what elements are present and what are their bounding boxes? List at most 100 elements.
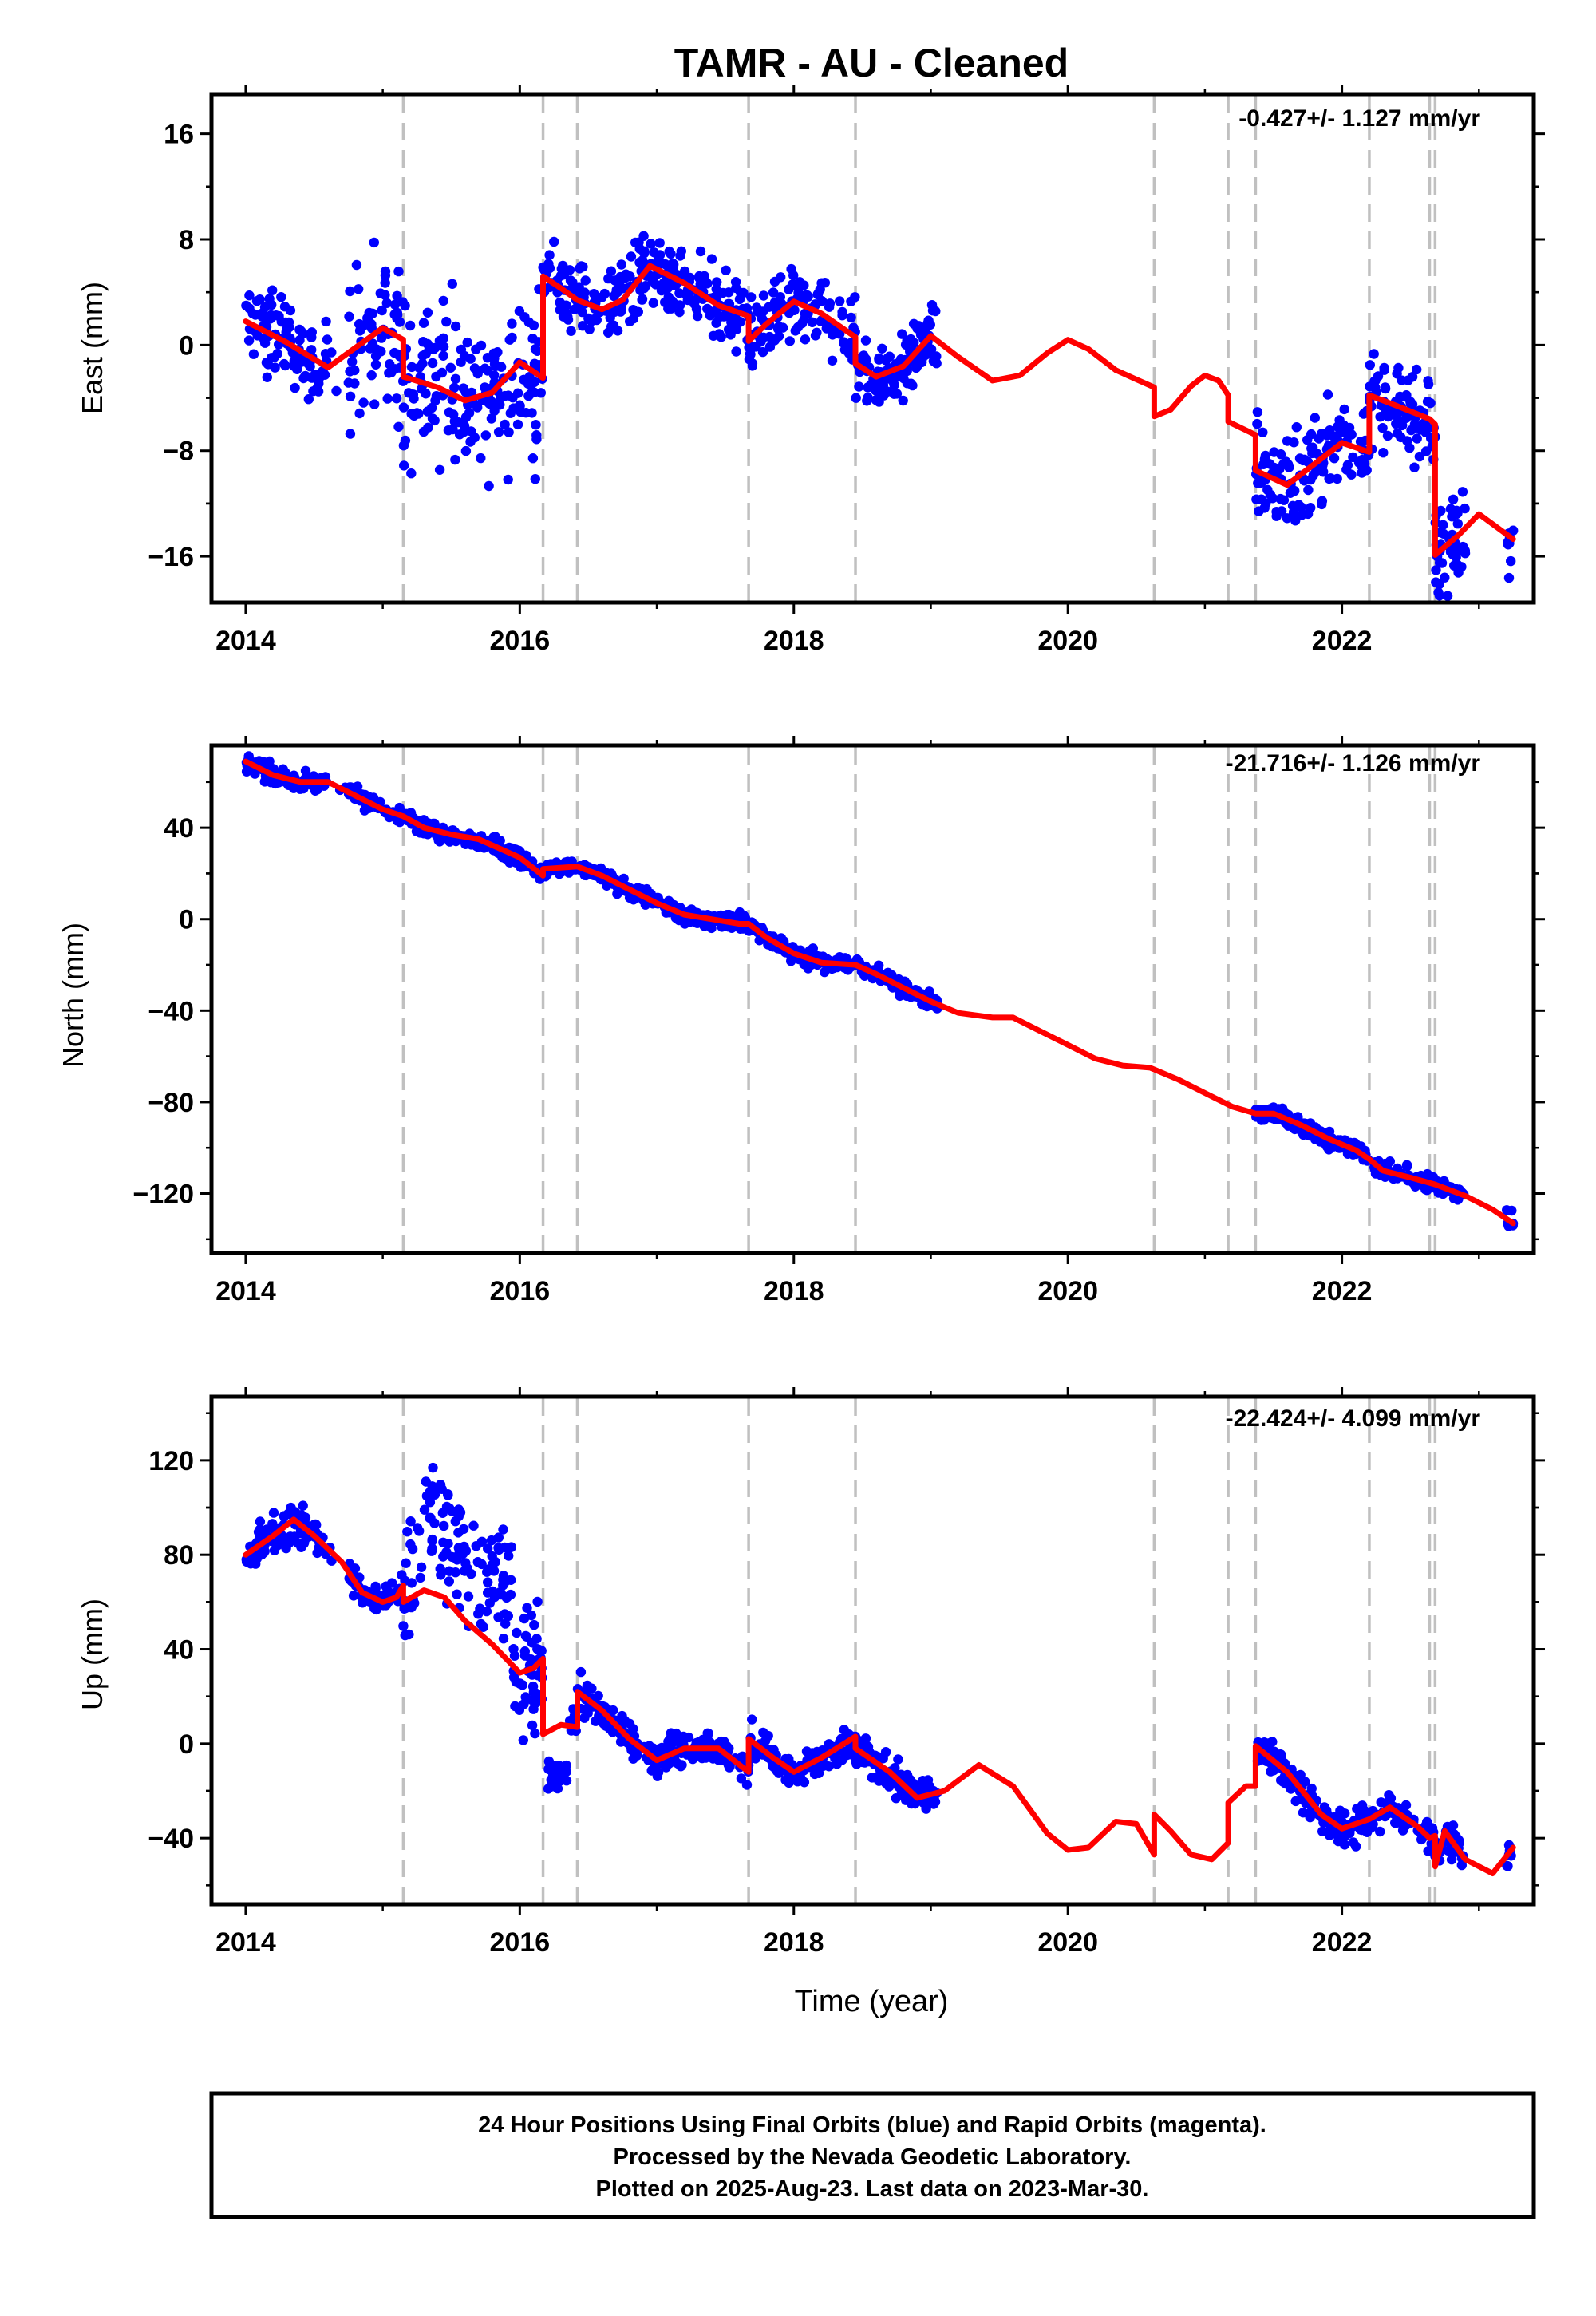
position-point [531, 434, 542, 445]
position-point [1339, 404, 1349, 415]
position-point [1412, 433, 1422, 444]
position-point [480, 430, 491, 441]
position-point [1251, 494, 1262, 504]
position-point [1382, 404, 1393, 414]
position-point [402, 1527, 413, 1537]
position-point [590, 314, 600, 324]
position-point [421, 389, 431, 399]
position-point [1412, 364, 1422, 375]
position-point [468, 1520, 479, 1531]
position-point [1377, 423, 1388, 433]
x-tick-label: 2022 [1312, 1927, 1373, 1958]
position-point [268, 1508, 279, 1518]
position-point [1393, 428, 1403, 439]
position-point [931, 358, 942, 369]
position-point [721, 310, 731, 320]
position-point [671, 1728, 681, 1739]
y-tick-label: 8 [179, 225, 194, 255]
position-point [1384, 1790, 1394, 1800]
position-point [1393, 362, 1404, 373]
position-point [265, 314, 275, 324]
position-point [1339, 1840, 1350, 1850]
position-point [1503, 1861, 1513, 1871]
position-point [721, 265, 731, 275]
position-point [529, 1619, 539, 1630]
position-point [450, 1516, 460, 1527]
position-point [1391, 418, 1401, 429]
position-point [514, 306, 525, 317]
position-point [530, 344, 541, 354]
position-point [422, 338, 433, 350]
position-point [1267, 493, 1278, 504]
footer-line-1: 24 Hour Positions Using Final Orbits (bl… [478, 2112, 1266, 2138]
position-point [1297, 510, 1307, 520]
position-point [799, 280, 809, 290]
position-point [638, 231, 649, 241]
position-point [1275, 449, 1286, 460]
y-tick-label: 16 [164, 120, 194, 150]
position-point [427, 1543, 437, 1554]
position-point [399, 1603, 409, 1614]
position-point [741, 1780, 753, 1790]
position-point [532, 1596, 543, 1607]
position-point [1285, 488, 1296, 498]
position-point [460, 1558, 471, 1568]
position-point [345, 286, 355, 297]
position-point [1252, 418, 1262, 429]
position-point [532, 1644, 543, 1654]
position-point [880, 1747, 891, 1757]
position-point [456, 344, 467, 355]
position-point [460, 387, 471, 397]
position-point [380, 278, 390, 288]
position-point [406, 468, 417, 479]
x-tick-label: 2022 [1312, 626, 1373, 656]
position-point [248, 349, 259, 359]
position-point [1340, 1808, 1350, 1819]
position-point [1392, 1817, 1403, 1828]
x-tick-label: 2018 [764, 1927, 824, 1958]
position-point [772, 323, 784, 334]
position-point [462, 337, 472, 348]
position-point [1317, 499, 1327, 510]
position-point [648, 298, 658, 308]
position-point [626, 251, 637, 262]
position-point [496, 362, 507, 372]
position-point [804, 945, 815, 956]
x-tick-label: 2016 [490, 626, 551, 656]
position-point [429, 1489, 440, 1500]
position-point [1318, 467, 1329, 477]
position-point [1321, 1805, 1332, 1816]
position-point [519, 1699, 529, 1709]
position-point [694, 271, 705, 282]
position-point [400, 435, 411, 446]
position-point [1306, 429, 1317, 440]
position-point [706, 923, 717, 934]
position-point [262, 372, 272, 382]
position-point [589, 289, 599, 299]
position-point [1271, 507, 1282, 517]
position-point [839, 345, 851, 355]
y-tick-label: −80 [148, 1088, 194, 1118]
position-point [695, 246, 706, 257]
position-point [522, 1603, 532, 1614]
position-point [489, 370, 500, 381]
position-point [504, 427, 514, 437]
position-point [752, 302, 762, 313]
position-point [927, 306, 938, 316]
position-point [504, 1551, 514, 1561]
x-tick-label: 2014 [215, 1276, 276, 1306]
position-point [459, 426, 469, 437]
position-point [1449, 560, 1460, 571]
position-point [640, 281, 651, 291]
position-point [409, 410, 420, 421]
position-point [369, 399, 380, 409]
position-point [1442, 591, 1453, 601]
position-point [690, 917, 701, 928]
position-point [736, 1773, 747, 1784]
position-point [900, 339, 911, 350]
position-point [543, 1784, 554, 1794]
position-point [443, 1489, 453, 1500]
position-point [364, 307, 374, 318]
position-point [923, 315, 934, 326]
position-point [463, 1591, 474, 1602]
